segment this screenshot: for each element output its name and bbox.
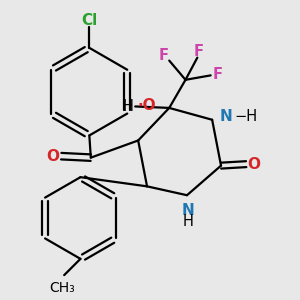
Text: O: O bbox=[247, 157, 260, 172]
Text: F: F bbox=[159, 48, 169, 63]
Text: ·O: ·O bbox=[138, 98, 156, 113]
Text: H: H bbox=[123, 99, 134, 114]
Text: N: N bbox=[220, 109, 232, 124]
Text: −H: −H bbox=[234, 109, 257, 124]
Text: CH₃: CH₃ bbox=[49, 281, 75, 295]
Text: Cl: Cl bbox=[81, 13, 98, 28]
Text: H: H bbox=[183, 214, 194, 229]
Text: O: O bbox=[46, 149, 59, 164]
Text: F: F bbox=[193, 44, 203, 59]
Text: F: F bbox=[213, 67, 223, 82]
Text: N: N bbox=[182, 202, 195, 217]
